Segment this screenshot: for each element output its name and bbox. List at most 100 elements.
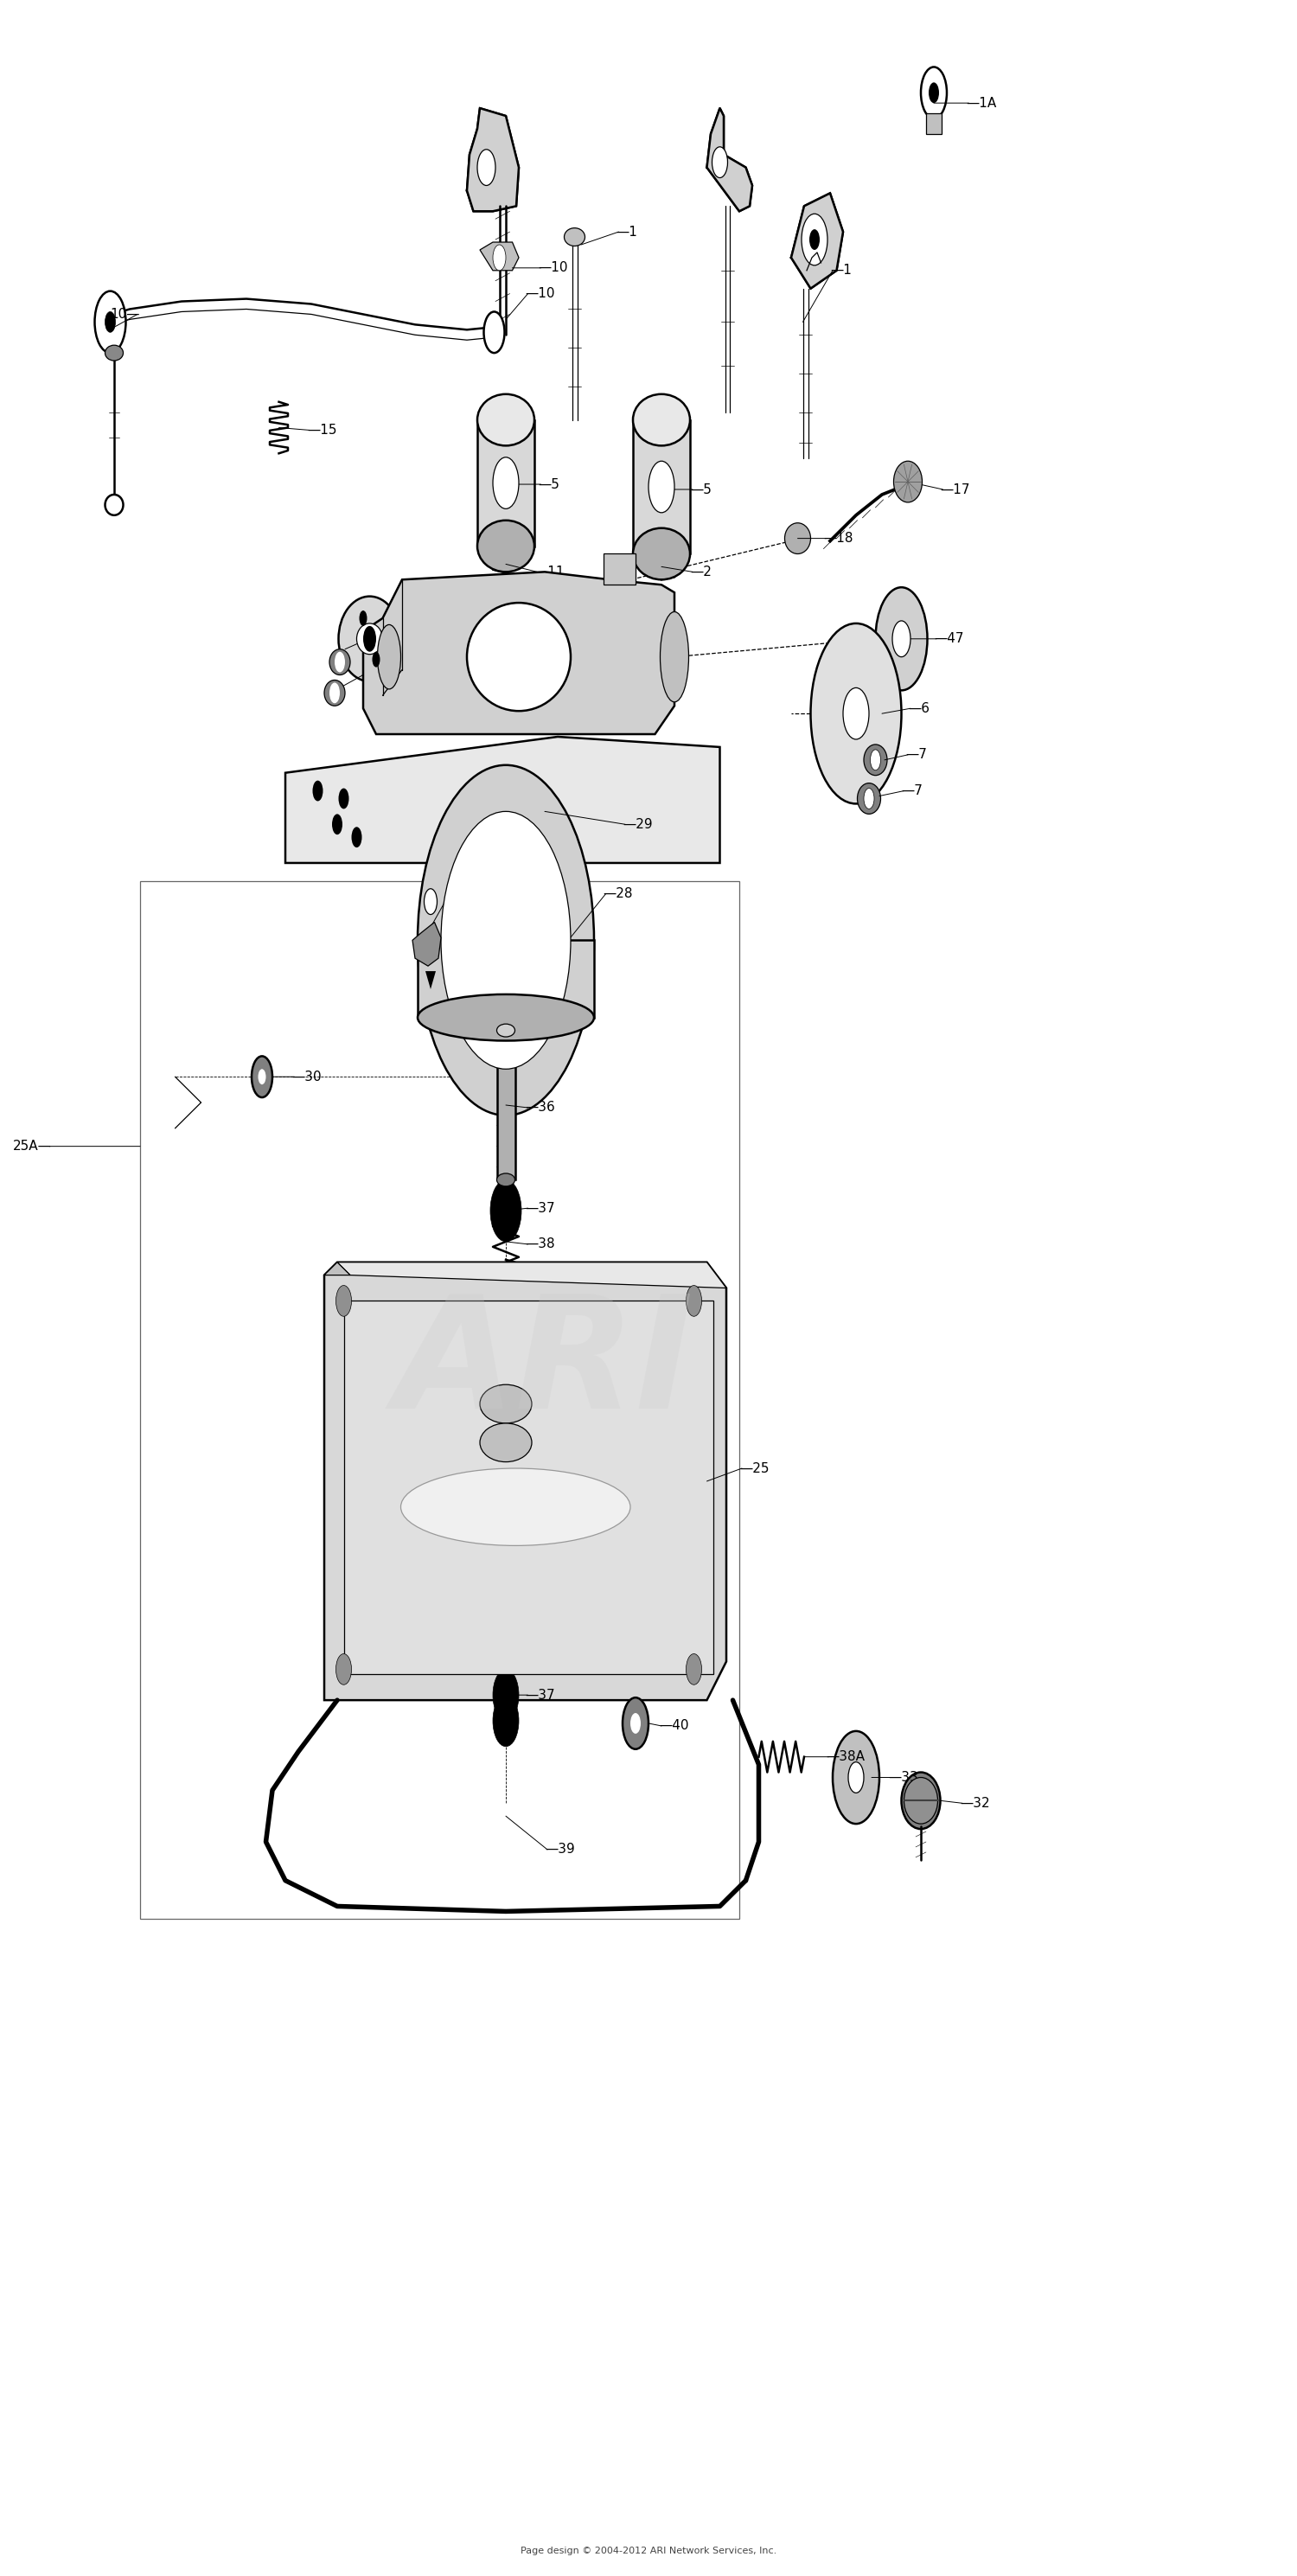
Text: —27: —27 bbox=[454, 873, 484, 889]
Circle shape bbox=[339, 788, 349, 809]
Circle shape bbox=[332, 814, 342, 835]
Ellipse shape bbox=[477, 520, 534, 572]
Circle shape bbox=[359, 611, 367, 626]
Circle shape bbox=[424, 889, 437, 914]
Circle shape bbox=[441, 811, 571, 1069]
Text: —39: —39 bbox=[545, 1842, 575, 1857]
Polygon shape bbox=[425, 971, 436, 989]
Text: —28: —28 bbox=[603, 886, 633, 902]
Ellipse shape bbox=[497, 1172, 515, 1185]
Circle shape bbox=[313, 781, 323, 801]
Circle shape bbox=[493, 245, 506, 270]
Circle shape bbox=[493, 459, 519, 510]
Ellipse shape bbox=[894, 461, 922, 502]
Text: —32: —32 bbox=[960, 1795, 990, 1811]
Bar bbox=[497, 1030, 515, 1180]
Polygon shape bbox=[791, 193, 843, 289]
Text: —7: —7 bbox=[361, 667, 383, 683]
Text: —14: —14 bbox=[389, 605, 419, 621]
Circle shape bbox=[843, 688, 869, 739]
Circle shape bbox=[809, 229, 820, 250]
Ellipse shape bbox=[480, 1422, 532, 1463]
Text: 25A—: 25A— bbox=[13, 1139, 52, 1154]
Circle shape bbox=[507, 788, 518, 809]
Text: —37: —37 bbox=[525, 1200, 555, 1216]
Circle shape bbox=[686, 1654, 702, 1685]
Circle shape bbox=[833, 1731, 879, 1824]
Circle shape bbox=[418, 765, 594, 1115]
Ellipse shape bbox=[633, 394, 690, 446]
Bar bbox=[633, 420, 690, 554]
Ellipse shape bbox=[105, 345, 123, 361]
Ellipse shape bbox=[901, 1772, 940, 1829]
Circle shape bbox=[802, 214, 827, 265]
Text: —36: —36 bbox=[525, 1100, 555, 1115]
Text: —18: —18 bbox=[824, 531, 853, 546]
Text: —17: —17 bbox=[940, 482, 970, 497]
Ellipse shape bbox=[357, 623, 383, 654]
Text: —11: —11 bbox=[534, 564, 564, 580]
Text: —10: —10 bbox=[525, 286, 555, 301]
Text: ARI: ARI bbox=[396, 1288, 694, 1443]
Ellipse shape bbox=[864, 744, 887, 775]
Circle shape bbox=[490, 1180, 521, 1242]
Bar bbox=[344, 1301, 713, 1674]
Polygon shape bbox=[324, 1262, 726, 1700]
Circle shape bbox=[484, 312, 505, 353]
Circle shape bbox=[477, 149, 495, 185]
Text: —30: —30 bbox=[292, 1069, 322, 1084]
Ellipse shape bbox=[480, 1386, 532, 1422]
Text: —40: —40 bbox=[659, 1718, 689, 1734]
Text: —5: —5 bbox=[538, 477, 560, 492]
Ellipse shape bbox=[418, 994, 594, 1041]
Text: —25: —25 bbox=[739, 1461, 769, 1476]
Ellipse shape bbox=[904, 1777, 938, 1824]
Text: —15: —15 bbox=[307, 422, 337, 438]
Circle shape bbox=[875, 587, 927, 690]
Ellipse shape bbox=[477, 394, 534, 446]
Circle shape bbox=[864, 788, 874, 809]
Polygon shape bbox=[926, 113, 942, 134]
Text: —38A: —38A bbox=[826, 1749, 865, 1765]
Ellipse shape bbox=[564, 227, 585, 245]
Polygon shape bbox=[707, 108, 752, 211]
Polygon shape bbox=[412, 922, 441, 966]
Text: —7: —7 bbox=[905, 747, 927, 762]
Text: —33: —33 bbox=[888, 1770, 918, 1785]
Circle shape bbox=[336, 1654, 351, 1685]
Text: —37: —37 bbox=[525, 1687, 555, 1703]
Text: —7: —7 bbox=[901, 783, 923, 799]
Text: 10—: 10— bbox=[110, 307, 140, 322]
Ellipse shape bbox=[660, 611, 689, 703]
Polygon shape bbox=[363, 572, 674, 734]
Ellipse shape bbox=[497, 1025, 515, 1038]
Ellipse shape bbox=[339, 598, 401, 680]
Circle shape bbox=[493, 1669, 519, 1721]
Circle shape bbox=[892, 621, 910, 657]
Circle shape bbox=[848, 1762, 864, 1793]
Text: —5: —5 bbox=[690, 482, 712, 497]
Circle shape bbox=[258, 1069, 266, 1084]
Polygon shape bbox=[324, 1262, 350, 1275]
Circle shape bbox=[105, 312, 115, 332]
Ellipse shape bbox=[857, 783, 881, 814]
Polygon shape bbox=[480, 242, 519, 270]
Text: —1: —1 bbox=[616, 224, 638, 240]
Ellipse shape bbox=[324, 680, 345, 706]
Bar bbox=[418, 940, 594, 1018]
Polygon shape bbox=[285, 737, 720, 863]
Circle shape bbox=[351, 827, 362, 848]
Circle shape bbox=[336, 1285, 351, 1316]
Circle shape bbox=[252, 1056, 272, 1097]
Text: —1A: —1A bbox=[966, 95, 996, 111]
Bar bbox=[603, 554, 636, 585]
Circle shape bbox=[921, 67, 947, 118]
Circle shape bbox=[329, 683, 340, 703]
Circle shape bbox=[493, 1695, 519, 1747]
Circle shape bbox=[648, 461, 674, 513]
Circle shape bbox=[95, 291, 126, 353]
Ellipse shape bbox=[329, 649, 350, 675]
Ellipse shape bbox=[105, 495, 123, 515]
Circle shape bbox=[372, 652, 380, 667]
Text: —2: —2 bbox=[690, 564, 712, 580]
